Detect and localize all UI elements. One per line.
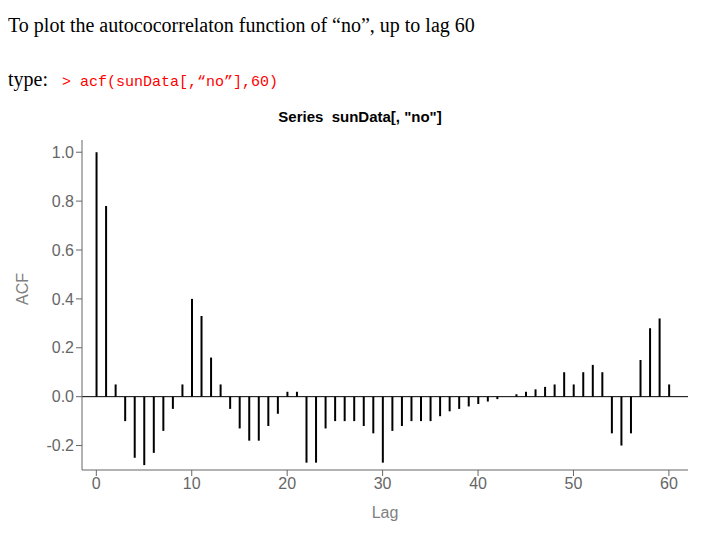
svg-text:0.6: 0.6 [52, 242, 74, 259]
svg-text:1.0: 1.0 [52, 144, 74, 161]
svg-text:40: 40 [469, 475, 487, 492]
svg-text:20: 20 [278, 475, 296, 492]
svg-text:0.0: 0.0 [52, 388, 74, 405]
html-text:Series sunData[, "no"]: Series sunData[, "no"] [278, 108, 442, 125]
svg-text:50: 50 [565, 475, 583, 492]
svg-text:0.4: 0.4 [52, 291, 74, 308]
html-text:> acf(sunData[,“no”],60): > acf(sunData[,“no”],60) [62, 74, 278, 91]
svg-text:-0.2: -0.2 [46, 437, 74, 454]
html-text:To plot the autococorrelaton f: To plot the autococorrelaton function of… [8, 14, 475, 36]
svg-text:60: 60 [660, 475, 678, 492]
svg-text:30: 30 [374, 475, 392, 492]
html-text:type:: type: [8, 68, 48, 90]
svg-text:10: 10 [183, 475, 201, 492]
svg-text:Lag: Lag [372, 504, 399, 521]
svg-text:ACF: ACF [14, 273, 31, 305]
svg-text:0: 0 [92, 475, 101, 492]
svg-text:0.8: 0.8 [52, 193, 74, 210]
svg-text:0.2: 0.2 [52, 339, 74, 356]
